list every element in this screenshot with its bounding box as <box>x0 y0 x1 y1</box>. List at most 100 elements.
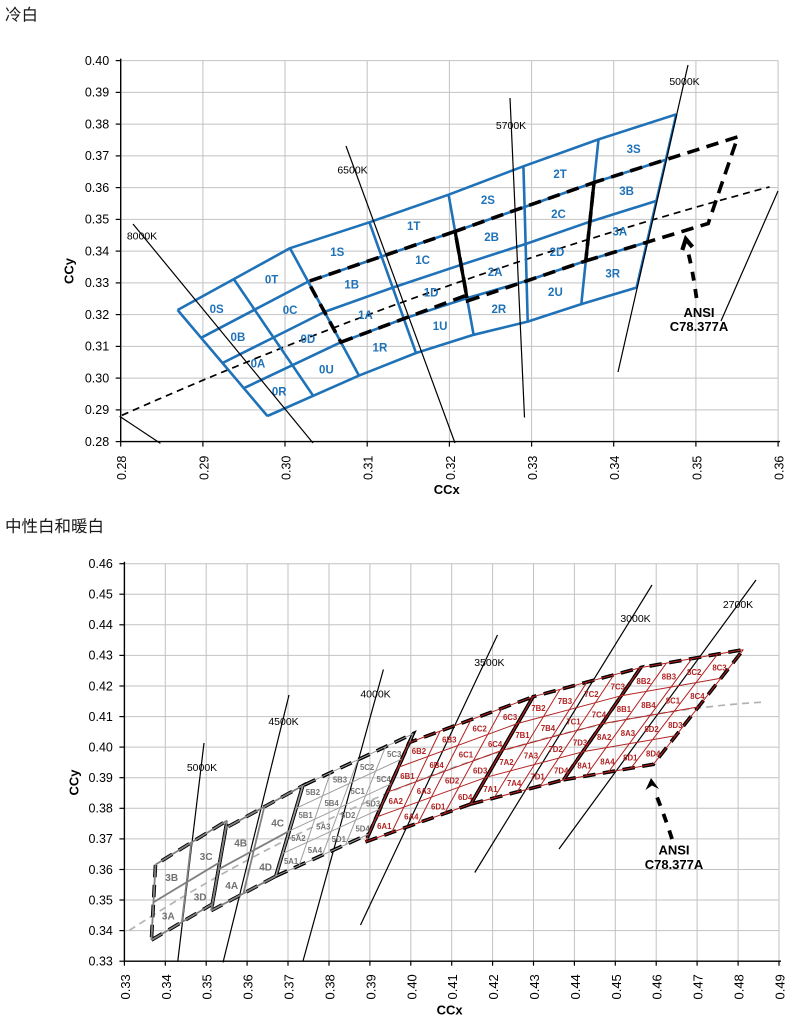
svg-text:0.36: 0.36 <box>773 456 787 480</box>
svg-text:5C2: 5C2 <box>360 763 375 772</box>
svg-text:7D3: 7D3 <box>573 739 588 748</box>
svg-text:0R: 0R <box>272 386 287 398</box>
svg-text:6C2: 6C2 <box>473 724 488 733</box>
svg-text:0.28: 0.28 <box>85 435 109 449</box>
svg-text:7A3: 7A3 <box>524 752 539 761</box>
svg-text:CCy: CCy <box>67 769 82 796</box>
svg-text:7D2: 7D2 <box>548 745 563 754</box>
svg-text:0.40: 0.40 <box>89 740 113 754</box>
svg-text:6A4: 6A4 <box>404 812 419 821</box>
svg-text:0.37: 0.37 <box>85 149 109 163</box>
svg-text:1U: 1U <box>433 321 448 333</box>
svg-text:0.31: 0.31 <box>362 456 376 480</box>
svg-text:0.40: 0.40 <box>85 54 109 68</box>
svg-text:3B: 3B <box>165 873 178 884</box>
svg-text:8A2: 8A2 <box>597 733 612 742</box>
svg-text:2A: 2A <box>488 267 503 279</box>
svg-text:6D4: 6D4 <box>458 793 473 802</box>
svg-text:0.43: 0.43 <box>527 974 542 999</box>
svg-text:ANSI: ANSI <box>683 305 714 320</box>
svg-text:0.36: 0.36 <box>241 974 256 999</box>
svg-text:CCy: CCy <box>62 257 77 284</box>
svg-text:0U: 0U <box>319 365 334 377</box>
svg-text:6B2: 6B2 <box>412 747 427 756</box>
svg-text:0.33: 0.33 <box>118 974 133 999</box>
svg-text:5C3: 5C3 <box>387 750 402 759</box>
svg-text:0.29: 0.29 <box>85 403 109 417</box>
svg-text:0.40: 0.40 <box>404 974 419 999</box>
svg-text:3B: 3B <box>619 186 634 198</box>
svg-text:6A2: 6A2 <box>389 797 404 806</box>
svg-text:0.34: 0.34 <box>608 456 622 480</box>
svg-text:0.29: 0.29 <box>197 456 211 480</box>
svg-text:7B2: 7B2 <box>531 704 546 713</box>
svg-text:0.36: 0.36 <box>89 863 113 877</box>
svg-text:5000K: 5000K <box>187 762 217 774</box>
svg-text:7B3: 7B3 <box>558 697 573 706</box>
svg-text:5D2: 5D2 <box>341 811 356 820</box>
svg-text:0C: 0C <box>283 305 298 317</box>
svg-text:8B2: 8B2 <box>637 677 652 686</box>
svg-text:0.32: 0.32 <box>444 456 458 480</box>
svg-text:2R: 2R <box>491 304 506 316</box>
svg-text:0.42: 0.42 <box>486 974 501 999</box>
svg-text:0S: 0S <box>210 304 224 316</box>
svg-text:4000K: 4000K <box>360 689 390 701</box>
svg-text:6B1: 6B1 <box>400 772 415 781</box>
svg-text:2700K: 2700K <box>723 599 753 611</box>
svg-text:0.31: 0.31 <box>85 340 109 354</box>
svg-text:5A1: 5A1 <box>284 857 299 866</box>
svg-text:3S: 3S <box>627 144 641 156</box>
svg-text:2U: 2U <box>548 287 563 299</box>
svg-text:1C: 1C <box>415 255 430 267</box>
svg-text:6500K: 6500K <box>337 165 367 177</box>
svg-text:7B1: 7B1 <box>515 731 530 740</box>
svg-text:0.34: 0.34 <box>159 974 174 999</box>
svg-text:C78.377A: C78.377A <box>645 857 704 872</box>
svg-text:4500K: 4500K <box>268 716 298 728</box>
svg-text:0.38: 0.38 <box>85 117 109 131</box>
svg-text:0.46: 0.46 <box>89 557 113 571</box>
svg-text:0.30: 0.30 <box>85 371 109 385</box>
svg-text:5B2: 5B2 <box>306 788 321 797</box>
svg-text:3000K: 3000K <box>620 613 650 625</box>
svg-text:0.35: 0.35 <box>200 974 215 999</box>
svg-text:5A4: 5A4 <box>308 846 323 855</box>
svg-text:7C2: 7C2 <box>584 690 599 699</box>
svg-text:8A4: 8A4 <box>600 757 615 766</box>
svg-text:8D1: 8D1 <box>623 753 638 762</box>
svg-text:7B4: 7B4 <box>541 724 556 733</box>
svg-text:ANSI: ANSI <box>658 842 689 857</box>
svg-text:8C3: 8C3 <box>712 664 727 673</box>
svg-text:3A: 3A <box>162 912 175 923</box>
svg-text:8D4: 8D4 <box>646 749 661 758</box>
svg-text:8C4: 8C4 <box>690 692 705 701</box>
svg-text:6A1: 6A1 <box>377 822 392 831</box>
svg-text:0.33: 0.33 <box>85 276 109 290</box>
svg-text:6C1: 6C1 <box>459 751 474 760</box>
svg-text:8000K: 8000K <box>127 230 157 242</box>
svg-text:0.36: 0.36 <box>85 181 109 195</box>
svg-text:7D4: 7D4 <box>554 766 569 775</box>
svg-text:5000K: 5000K <box>669 76 699 88</box>
svg-text:6C3: 6C3 <box>503 713 518 722</box>
svg-text:6B3: 6B3 <box>442 736 457 745</box>
svg-text:C78.377A: C78.377A <box>670 319 729 334</box>
svg-text:0.37: 0.37 <box>89 832 113 846</box>
svg-text:0.41: 0.41 <box>89 710 113 724</box>
svg-text:0.49: 0.49 <box>773 974 788 999</box>
svg-text:7D1: 7D1 <box>530 773 545 782</box>
svg-text:8D3: 8D3 <box>668 721 683 730</box>
svg-text:0.28: 0.28 <box>115 456 129 480</box>
svg-text:2T: 2T <box>553 169 566 181</box>
svg-text:CCx: CCx <box>437 1003 464 1018</box>
svg-text:CCx: CCx <box>434 482 461 497</box>
svg-text:1A: 1A <box>358 310 373 322</box>
svg-text:0.46: 0.46 <box>650 974 665 999</box>
svg-text:0.33: 0.33 <box>526 456 540 480</box>
svg-text:0.39: 0.39 <box>89 771 113 785</box>
svg-text:8C2: 8C2 <box>687 668 702 677</box>
svg-text:8A1: 8A1 <box>577 761 592 770</box>
svg-text:0T: 0T <box>265 275 278 287</box>
svg-text:0.38: 0.38 <box>89 802 113 816</box>
